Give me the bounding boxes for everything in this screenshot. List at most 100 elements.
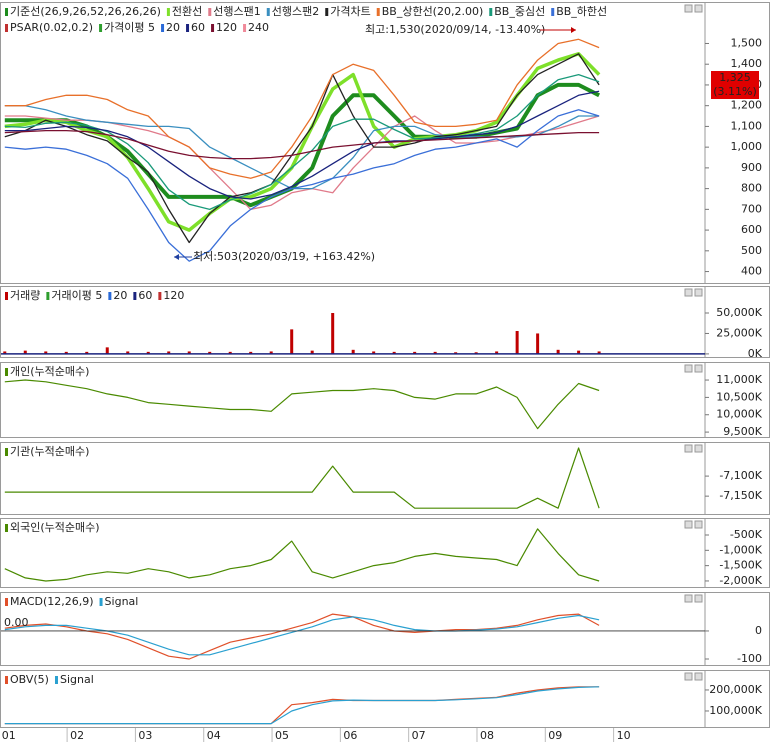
volume-bar [167, 351, 171, 354]
legend-swatch [5, 292, 8, 300]
panel-button [694, 520, 703, 529]
volume-bar [372, 351, 376, 354]
volume-bar [433, 351, 437, 354]
y-tick-label: 25,000K [716, 326, 762, 339]
volume-bar [126, 351, 130, 354]
legend-label: MACD(12,26,9) [10, 595, 94, 608]
legend-label: 선행스팬2 [272, 5, 319, 18]
low-annotation: 최저:503(2020/03/19, +163.42%) [193, 250, 375, 263]
y-tick-label: 600 [741, 223, 762, 236]
volume-bar [351, 349, 355, 354]
x-tick-label: 03 [138, 729, 152, 742]
legend-swatch [166, 8, 170, 16]
legend-label: 20 [113, 289, 127, 302]
x-tick-label: 10 [617, 729, 631, 742]
y-tick-label: 50,000K [716, 306, 762, 319]
low-arrowhead [174, 254, 179, 260]
y-tick-label: 100,000K [709, 704, 762, 717]
y-tick-label: 900 [741, 161, 762, 174]
legend-swatch [5, 598, 8, 606]
legend-label: 외국인(누적순매수) [10, 521, 100, 534]
legend-swatch [243, 24, 247, 32]
legend-swatch [5, 24, 8, 32]
volume-bar [454, 352, 458, 354]
y-tick-label: 700 [741, 202, 762, 215]
series-line [4, 109, 600, 262]
legend-label: 거래량 [10, 289, 40, 302]
volume-bar [290, 329, 294, 354]
volume-bar [23, 350, 27, 354]
volume-bar [597, 351, 601, 354]
y-tick-label: -100 [737, 652, 762, 665]
x-tick-label: 06 [343, 729, 357, 742]
panel-frame [0, 592, 770, 666]
panel-frame [0, 442, 770, 515]
legend-swatch [161, 24, 165, 32]
volume-bar [310, 350, 314, 354]
legend-label: 20 [166, 21, 180, 34]
y-tick-label: 9,500K [723, 425, 762, 438]
legend-swatch [376, 8, 380, 16]
volume-bar [249, 351, 253, 354]
legend-label: BB_상한선(20,2.00) [382, 5, 484, 18]
x-tick-label: 05 [275, 729, 289, 742]
legend-swatch [133, 292, 137, 300]
volume-bar [64, 351, 68, 354]
legend-swatch [5, 8, 8, 16]
panel-button [684, 594, 693, 603]
volume-bar [85, 351, 89, 354]
volume-bar [515, 331, 519, 354]
panel-button [684, 4, 693, 13]
price-badge-value: 1,325 [719, 71, 751, 84]
legend-swatch [5, 524, 8, 532]
legend-label: OBV(5) [10, 673, 49, 686]
y-tick-label: 400 [741, 265, 762, 278]
volume-bar [536, 333, 540, 354]
x-tick-label: 04 [207, 729, 221, 742]
legend-label: 기관(누적순매수) [10, 445, 89, 458]
legend-label: 거래이평 5 [51, 289, 102, 302]
high-annotation: 최고:1,530(2020/09/14, -13.40%) [365, 23, 545, 36]
panel-button [684, 444, 693, 453]
volume-bar [44, 351, 48, 354]
volume-bar [105, 347, 109, 354]
legend-label: PSAR(0.02,0.2) [10, 21, 93, 34]
legend-label: 60 [138, 289, 152, 302]
panel-button [684, 672, 693, 681]
legend-label: 전환선 [172, 5, 202, 18]
panel-frame [0, 670, 770, 728]
volume-bar [577, 350, 581, 354]
legend-swatch [211, 24, 215, 32]
x-tick-label: 09 [548, 729, 562, 742]
legend-label: 가격차트 [330, 5, 370, 18]
volume-bar [392, 351, 396, 354]
panel-button [694, 594, 703, 603]
legend-label: Signal [105, 595, 139, 608]
y-tick-label: -1,000K [719, 543, 762, 556]
y-tick-label: 0 [755, 624, 762, 637]
volume-bar [413, 351, 417, 354]
y-tick-label: 1,500 [731, 36, 763, 49]
series-line [4, 686, 600, 725]
volume-bar [146, 351, 150, 354]
y-tick-label: 0K [748, 347, 763, 360]
series-line [4, 90, 600, 200]
legend-swatch [108, 292, 112, 300]
panel-button [694, 364, 703, 373]
y-tick-label: 1,400 [731, 57, 763, 70]
y-tick-label: 11,000K [716, 373, 762, 386]
panel-frame [0, 362, 770, 438]
legend-swatch [46, 292, 50, 300]
x-tick-label: 08 [480, 729, 494, 742]
legend-swatch [266, 8, 270, 16]
legend-swatch [551, 8, 555, 16]
series-line [4, 129, 600, 160]
legend-label: Signal [60, 673, 94, 686]
legend-swatch [99, 598, 103, 606]
volume-bar [556, 349, 560, 354]
x-tick-label: 07 [412, 729, 426, 742]
legend-label: 120 [216, 21, 237, 34]
series-line [4, 52, 601, 232]
